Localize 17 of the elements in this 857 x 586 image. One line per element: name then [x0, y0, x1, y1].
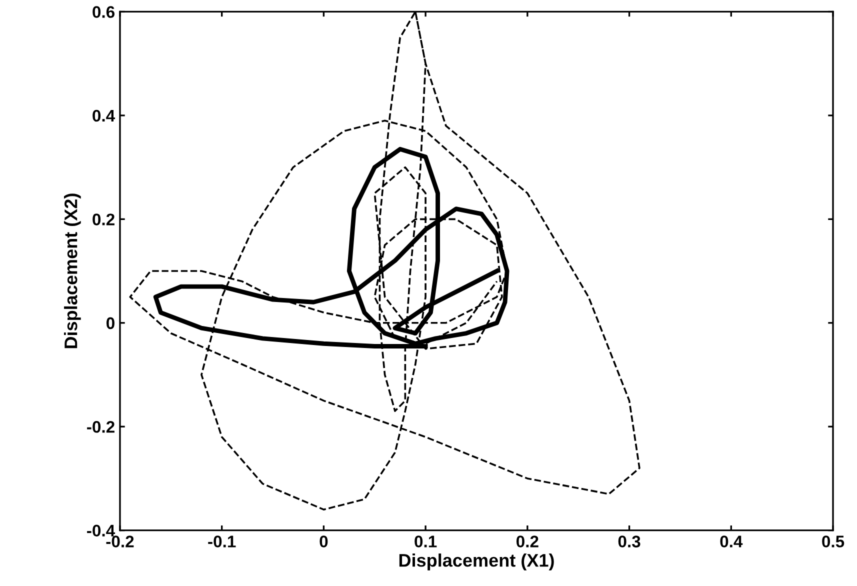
x-tick-label: 0.3: [618, 536, 640, 548]
x-tick-label: 0.4: [720, 536, 743, 548]
y-tick-label: -0.4: [87, 524, 116, 537]
y-tick-label: 0.2: [92, 214, 114, 226]
x-axis-title: Displacement (X1): [399, 554, 554, 570]
x-tick-label: 0.1: [414, 536, 437, 548]
y-tick-label: -0.2: [87, 421, 114, 433]
line-series: [153, 146, 510, 348]
x-tick-label: 0.2: [516, 536, 538, 548]
x-tick-label: -0.1: [208, 536, 236, 548]
y-tick-label: 0.4: [92, 110, 116, 122]
x-tick-label: 0.5: [822, 536, 844, 548]
y-tick-label: 0.6: [92, 6, 115, 18]
y-axis-title: Displacement (X2): [64, 194, 81, 348]
x-tick-label: 0: [320, 536, 328, 548]
y-tick-label: 0: [106, 317, 114, 330]
x-tick-label: -0.2: [106, 536, 134, 548]
